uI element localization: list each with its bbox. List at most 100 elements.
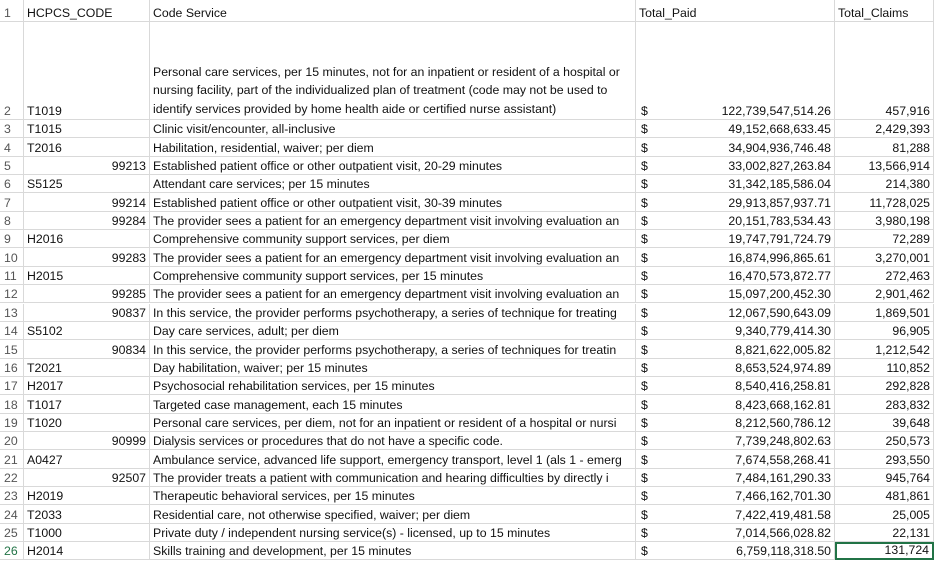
paid-cell[interactable]: $7,014,566,028.82 [636, 523, 835, 543]
service-cell[interactable]: Dialysis services or procedures that do … [150, 431, 636, 451]
code-cell[interactable]: 99214 [24, 193, 150, 212]
paid-cell[interactable]: $8,821,622,005.82 [636, 340, 835, 359]
claims-cell[interactable]: 3,980,198 [835, 211, 934, 231]
code-cell[interactable]: H2019 [24, 487, 150, 506]
service-cell[interactable]: Established patient office or other outp… [150, 156, 636, 176]
paid-cell[interactable]: $49,152,668,633.45 [636, 120, 835, 139]
code-cell[interactable]: S5125 [24, 175, 150, 194]
claims-cell[interactable]: 272,463 [835, 266, 934, 286]
claims-cell[interactable]: 481,861 [835, 487, 934, 506]
paid-cell[interactable]: $33,002,827,263.84 [636, 156, 835, 176]
claims-cell[interactable]: 1,869,501 [835, 303, 934, 322]
claims-cell[interactable]: 945,764 [835, 468, 934, 487]
claims-cell[interactable]: 110,852 [835, 358, 934, 377]
service-cell[interactable]: Therapeutic behavioral services, per 15 … [150, 487, 636, 506]
service-cell[interactable]: Targeted case management, each 15 minute… [150, 395, 636, 414]
service-cell[interactable]: Private duty / independent nursing servi… [150, 523, 636, 543]
code-cell[interactable]: A0427 [24, 450, 150, 469]
code-cell[interactable]: T1017 [24, 395, 150, 414]
paid-cell[interactable]: $8,653,524,974.89 [636, 358, 835, 377]
paid-cell[interactable]: $12,067,590,643.09 [636, 303, 835, 322]
paid-cell[interactable]: $29,913,857,937.71 [636, 193, 835, 212]
service-cell[interactable]: Clinic visit/encounter, all-inclusive [150, 120, 636, 139]
code-cell[interactable]: T1000 [24, 523, 150, 543]
claims-cell[interactable]: 81,288 [835, 138, 934, 157]
service-cell[interactable]: Day habilitation, waiver; per 15 minutes [150, 358, 636, 377]
paid-cell[interactable]: $20,151,783,534.43 [636, 211, 835, 231]
paid-cell[interactable]: $19,747,791,724.79 [636, 230, 835, 249]
column-header[interactable]: Total_Paid [636, 0, 835, 22]
service-cell[interactable]: Skills training and development, per 15 … [150, 542, 636, 561]
code-cell[interactable]: 99285 [24, 285, 150, 304]
paid-cell[interactable]: $7,422,419,481.58 [636, 505, 835, 524]
service-cell[interactable]: Ambulance service, advanced life support… [150, 450, 636, 469]
service-cell[interactable]: Residential care, not otherwise specifie… [150, 505, 636, 524]
code-cell[interactable]: 92507 [24, 468, 150, 487]
service-cell[interactable]: Established patient office or other outp… [150, 193, 636, 212]
column-header[interactable]: HCPCS_CODE [24, 0, 150, 22]
paid-cell[interactable]: $6,759,118,318.50 [636, 542, 835, 561]
service-cell[interactable]: Attendant care services; per 15 minutes [150, 175, 636, 194]
column-header[interactable]: Total_Claims [835, 0, 934, 22]
code-cell[interactable]: T1020 [24, 413, 150, 432]
paid-cell[interactable]: $15,097,200,452.30 [636, 285, 835, 304]
claims-cell[interactable]: 293,550 [835, 450, 934, 469]
code-cell[interactable]: H2014 [24, 542, 150, 561]
claims-cell[interactable]: 22,131 [835, 523, 934, 543]
service-cell[interactable]: Personal care services, per 15 minutes, … [150, 22, 636, 120]
code-cell[interactable]: 99283 [24, 248, 150, 267]
claims-cell[interactable]: 457,916 [835, 22, 934, 120]
service-cell[interactable]: In this service, the provider performs p… [150, 340, 636, 359]
code-cell[interactable]: 99213 [24, 156, 150, 176]
claims-cell[interactable]: 25,005 [835, 505, 934, 524]
claims-cell[interactable]: 1,212,542 [835, 340, 934, 359]
claims-cell[interactable]: 2,901,462 [835, 285, 934, 304]
column-header[interactable]: Code Service [150, 0, 636, 22]
service-cell[interactable]: The provider sees a patient for an emerg… [150, 248, 636, 267]
paid-cell[interactable]: $8,212,560,786.12 [636, 413, 835, 432]
paid-cell[interactable]: $9,340,779,414.30 [636, 321, 835, 341]
claims-cell[interactable]: 11,728,025 [835, 193, 934, 212]
service-cell[interactable]: Day care services, adult; per diem [150, 321, 636, 341]
service-cell[interactable]: Habilitation, residential, waiver; per d… [150, 138, 636, 157]
claims-cell[interactable]: 283,832 [835, 395, 934, 414]
code-cell[interactable]: T2016 [24, 138, 150, 157]
code-cell[interactable]: T1019 [24, 22, 150, 120]
claims-cell[interactable]: 96,905 [835, 321, 934, 341]
paid-cell[interactable]: $16,874,996,865.61 [636, 248, 835, 267]
paid-cell[interactable]: $7,466,162,701.30 [636, 487, 835, 506]
claims-cell[interactable]: 292,828 [835, 376, 934, 396]
service-cell[interactable]: Comprehensive community support services… [150, 266, 636, 286]
paid-cell[interactable]: $7,484,161,290.33 [636, 468, 835, 487]
claims-cell[interactable]: 72,289 [835, 230, 934, 249]
code-cell[interactable]: H2016 [24, 230, 150, 249]
claims-cell[interactable]: 131,724 [835, 542, 934, 561]
code-cell[interactable]: T2021 [24, 358, 150, 377]
service-cell[interactable]: Psychosocial rehabilitation services, pe… [150, 376, 636, 396]
service-cell[interactable]: In this service, the provider performs p… [150, 303, 636, 322]
service-cell[interactable]: The provider sees a patient for an emerg… [150, 211, 636, 231]
claims-cell[interactable]: 214,380 [835, 175, 934, 194]
paid-cell[interactable]: $7,674,558,268.41 [636, 450, 835, 469]
service-cell[interactable]: Comprehensive community support services… [150, 230, 636, 249]
code-cell[interactable]: T2033 [24, 505, 150, 524]
claims-cell[interactable]: 250,573 [835, 431, 934, 451]
paid-cell[interactable]: $7,739,248,802.63 [636, 431, 835, 451]
code-cell[interactable]: 99284 [24, 211, 150, 231]
paid-cell[interactable]: $8,423,668,162.81 [636, 395, 835, 414]
code-cell[interactable]: T1015 [24, 120, 150, 139]
code-cell[interactable]: 90999 [24, 431, 150, 451]
claims-cell[interactable]: 39,648 [835, 413, 934, 432]
service-cell[interactable]: The provider treats a patient with commu… [150, 468, 636, 487]
code-cell[interactable]: H2015 [24, 266, 150, 286]
paid-cell[interactable]: $31,342,185,586.04 [636, 175, 835, 194]
paid-cell[interactable]: $34,904,936,746.48 [636, 138, 835, 157]
service-cell[interactable]: The provider sees a patient for an emerg… [150, 285, 636, 304]
claims-cell[interactable]: 13,566,914 [835, 156, 934, 176]
code-cell[interactable]: H2017 [24, 376, 150, 396]
code-cell[interactable]: 90834 [24, 340, 150, 359]
paid-cell[interactable]: $8,540,416,258.81 [636, 376, 835, 396]
claims-cell[interactable]: 3,270,001 [835, 248, 934, 267]
claims-cell[interactable]: 2,429,393 [835, 120, 934, 139]
code-cell[interactable]: 90837 [24, 303, 150, 322]
